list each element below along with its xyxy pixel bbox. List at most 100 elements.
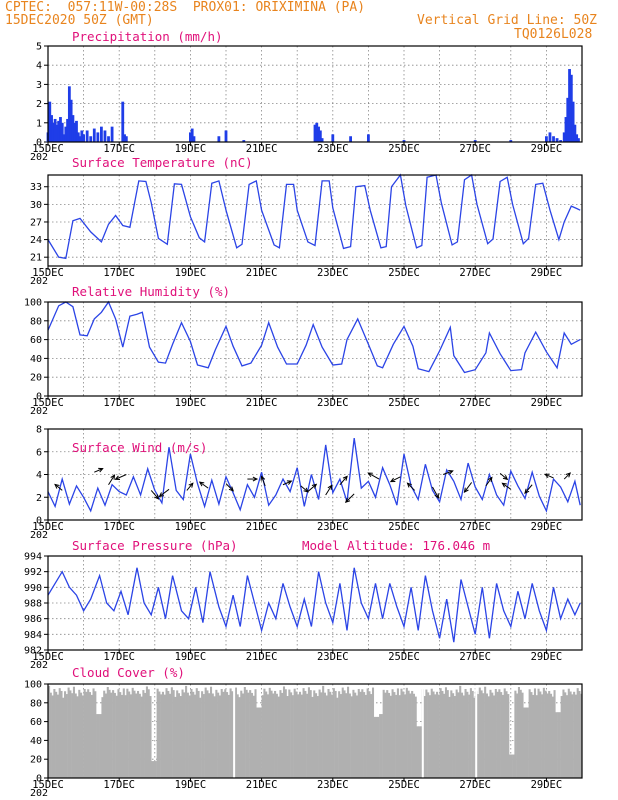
precip-bar — [575, 134, 579, 142]
cloud-bar — [549, 693, 553, 778]
precip-bar — [224, 130, 228, 142]
x-tick-label: 25DEC — [388, 779, 420, 791]
cloud-bar — [323, 692, 326, 778]
cloud-bar — [226, 692, 229, 778]
cloud-bar — [489, 689, 492, 778]
x-tick-label: 17DEC — [103, 143, 135, 155]
cloud-bar — [370, 694, 373, 778]
wind-vector-head — [188, 482, 194, 488]
cloud-bar — [190, 688, 193, 778]
wind-vector-head — [110, 474, 116, 480]
x-tick-label: 21DEC — [246, 267, 278, 279]
cloud-bar — [382, 689, 385, 778]
wind-vector — [524, 484, 533, 494]
cloud-bar — [428, 695, 431, 778]
cloud-bar — [364, 694, 367, 778]
cloud-bar — [291, 695, 294, 778]
cloud-bar — [249, 690, 252, 778]
precip-bar — [367, 134, 370, 142]
x-tick-label: 21DEC — [246, 397, 278, 409]
cloud-bar — [290, 692, 293, 778]
cloud-bar — [325, 695, 328, 778]
cloud-bar — [236, 694, 239, 778]
precip-bar — [577, 138, 580, 142]
cloud-bar — [185, 685, 188, 778]
precip-bar — [89, 136, 93, 142]
x-tick-label: 19DEC — [175, 397, 207, 409]
wind-vector-head — [158, 492, 164, 498]
cloud-bar — [363, 692, 366, 778]
cloud-bar — [541, 694, 544, 778]
header-model-id: TQ0126L028 — [514, 27, 593, 42]
cloud-bar — [281, 692, 284, 778]
wind-vector — [115, 474, 127, 480]
cloud-bar — [192, 691, 195, 778]
y-tick-label: 60 — [30, 335, 42, 346]
wind-vector — [442, 470, 453, 475]
cloud-bar — [231, 691, 234, 778]
cloud-bar — [320, 692, 323, 778]
cloud-bar — [67, 687, 70, 778]
x-year-fragment: 202 — [30, 406, 48, 417]
y-tick-label: 984 — [24, 630, 42, 641]
wind-vector-head — [311, 483, 318, 489]
header-grid-line-info: Vertical Grid Line: 50Z — [417, 13, 598, 28]
cloud-gap — [421, 684, 424, 778]
cloud-bar — [58, 688, 61, 778]
x-tick-label: 19DEC — [175, 267, 207, 279]
cloud-bar — [167, 690, 170, 778]
cloud-bar — [539, 691, 542, 778]
cloud-bar — [548, 690, 551, 778]
precip-bar — [320, 138, 324, 142]
cloud-bar — [567, 688, 570, 778]
y-tick-label: 2 — [36, 99, 42, 110]
wind-vector-head — [228, 486, 235, 492]
cloud-bar — [395, 694, 398, 778]
cloud-bar — [331, 694, 334, 778]
wind-vector — [368, 472, 380, 480]
precip-bar — [569, 74, 573, 142]
cloud-bar — [332, 688, 335, 778]
cloud-bar — [128, 691, 131, 778]
cloud-bar — [208, 693, 211, 778]
cloud-bar — [574, 694, 577, 778]
y-tick-label: 100 — [24, 680, 42, 691]
wind-vector — [300, 485, 309, 493]
cloud-bar — [201, 691, 204, 778]
cloud-bar — [161, 691, 164, 778]
cloud-bar — [170, 687, 173, 778]
cloud-bar — [62, 697, 65, 778]
cloud-bar — [352, 689, 355, 778]
cloud-bar — [436, 691, 439, 778]
cloud-bar — [151, 761, 154, 778]
cloud-bar — [78, 689, 81, 778]
cloud-bar — [453, 696, 456, 778]
cloud-bar — [359, 691, 362, 778]
cloud-bar — [478, 687, 481, 778]
x-tick-label: 27DEC — [459, 267, 491, 279]
x-tick-label: 27DEC — [459, 143, 491, 155]
wind-vector-head — [389, 477, 396, 483]
y-tick-label: 982 — [24, 646, 42, 657]
cloud-bar — [361, 689, 364, 778]
cloud-bar — [193, 694, 197, 778]
cloud-bar — [153, 761, 156, 778]
cloud-bar — [275, 693, 278, 778]
precip-bar — [317, 126, 320, 142]
cloud-bar — [268, 687, 271, 778]
cloud-bar — [437, 694, 440, 778]
cloud-bar — [542, 687, 545, 778]
precip-bar — [66, 118, 69, 142]
cloud-bar — [279, 690, 282, 778]
cloud-bar — [555, 712, 558, 778]
cloud-bar — [69, 690, 72, 778]
cloud-bar — [188, 695, 191, 778]
x-tick-label: 29DEC — [531, 397, 563, 409]
cloud-bar — [55, 691, 58, 778]
cloud-bar — [466, 691, 469, 778]
cloud-bar — [304, 690, 307, 778]
x-tick-label: 23DEC — [317, 779, 349, 791]
cloud-bar — [373, 716, 376, 778]
precip-bar — [190, 128, 194, 142]
x-tick-label: 29DEC — [531, 143, 563, 155]
